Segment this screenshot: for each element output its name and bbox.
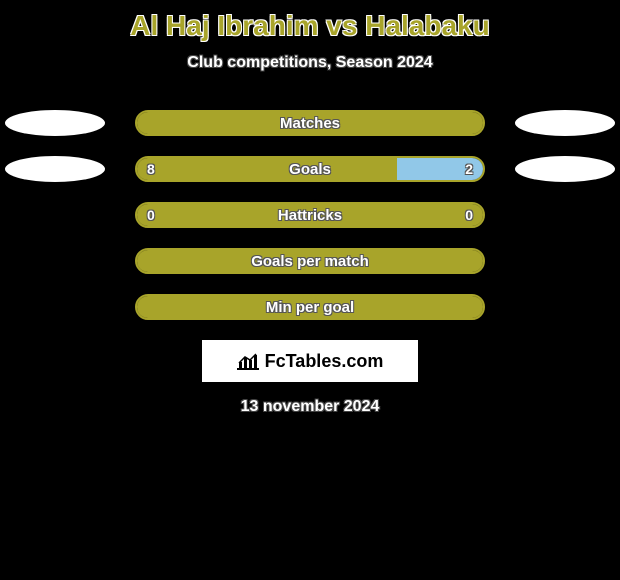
- right-value-ellipse: [515, 202, 615, 228]
- left-value-ellipse: [5, 294, 105, 320]
- page-title: Al Haj Ibrahim vs Halabaku: [0, 0, 620, 42]
- stat-label: Min per goal: [137, 296, 483, 318]
- stat-label: Goals: [137, 158, 483, 180]
- right-value-ellipse: [515, 156, 615, 182]
- left-value-ellipse: [5, 248, 105, 274]
- comparison-chart: Matches 82Goals 00Hattricks Goals per match…: [0, 110, 620, 320]
- stat-row: 82Goals: [0, 156, 620, 182]
- stat-label: Goals per match: [137, 250, 483, 272]
- right-value-ellipse: [515, 110, 615, 136]
- stat-bar: 00Hattricks: [135, 202, 485, 228]
- stat-row: Matches: [0, 110, 620, 136]
- logo-text: FcTables.com: [265, 351, 384, 372]
- stat-bar: 82Goals: [135, 156, 485, 182]
- stat-bar: Matches: [135, 110, 485, 136]
- stat-row: Min per goal: [0, 294, 620, 320]
- left-value-ellipse: [5, 110, 105, 136]
- stat-label: Matches: [137, 112, 483, 134]
- source-logo: FcTables.com: [202, 340, 418, 382]
- chart-icon: [237, 352, 259, 370]
- subtitle: Club competitions, Season 2024: [0, 54, 620, 72]
- stat-row: Goals per match: [0, 248, 620, 274]
- stat-row: 00Hattricks: [0, 202, 620, 228]
- right-value-ellipse: [515, 294, 615, 320]
- right-value-ellipse: [515, 248, 615, 274]
- date-label: 13 november 2024: [0, 398, 620, 416]
- left-value-ellipse: [5, 202, 105, 228]
- stat-bar: Min per goal: [135, 294, 485, 320]
- stat-label: Hattricks: [137, 204, 483, 226]
- stat-bar: Goals per match: [135, 248, 485, 274]
- left-value-ellipse: [5, 156, 105, 182]
